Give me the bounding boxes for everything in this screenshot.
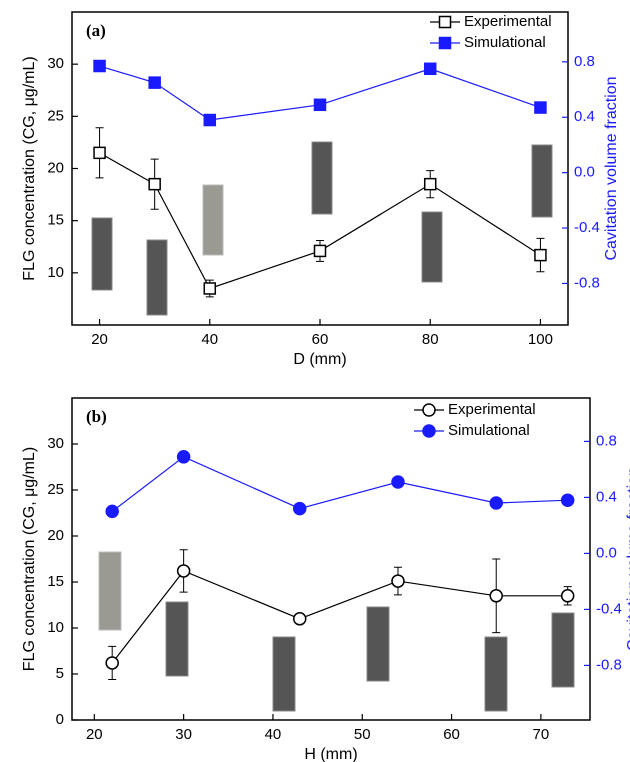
- data-point: [489, 589, 503, 603]
- x-tick-label: 30: [175, 726, 192, 743]
- data-point: [391, 574, 405, 588]
- data-point: [489, 496, 503, 510]
- data-point: [93, 59, 106, 73]
- data-point: [176, 450, 191, 464]
- y-tick-label: 20: [47, 159, 64, 176]
- y-axis-title: FLG concentration (CG, μg/mL): [21, 447, 38, 671]
- y-tick-label: 0: [56, 711, 64, 728]
- data-point: [313, 98, 327, 112]
- vial: [421, 211, 443, 283]
- data-point: [534, 248, 547, 262]
- y2-tick-label: -0.8: [574, 274, 600, 291]
- data-point: [203, 282, 217, 295]
- series-line: [111, 456, 568, 512]
- data-point: [423, 62, 437, 76]
- y2-axis-title: Cavitation volume fraction: [603, 76, 620, 260]
- data-point: [292, 501, 307, 516]
- vial: [311, 141, 333, 215]
- vial: [98, 551, 122, 631]
- y-tick-label: 10: [47, 264, 64, 281]
- data-point: [423, 177, 437, 191]
- vial: [146, 239, 168, 316]
- data-point: [148, 177, 161, 191]
- y-tick-label: 15: [47, 573, 64, 590]
- vial: [91, 217, 113, 291]
- y-axis-title: FLG concentration (CG, μg/mL): [21, 56, 38, 280]
- vial: [531, 144, 553, 218]
- y2-tick-label: 0.4: [596, 488, 617, 505]
- legend-marker: [422, 403, 436, 417]
- data-point: [292, 612, 307, 626]
- x-tick-label: 40: [265, 726, 282, 743]
- vial-photos: [91, 141, 575, 712]
- vial: [484, 636, 508, 712]
- x-axis-title: D (mm): [293, 351, 346, 368]
- x-tick-label: 20: [91, 331, 108, 348]
- y-tick-label: 5: [56, 665, 64, 682]
- y-tick-label: 25: [47, 481, 64, 498]
- plot-frame: [71, 397, 591, 721]
- vial: [366, 606, 390, 682]
- series-line: [111, 570, 568, 664]
- y2-tick-label: 0.4: [574, 108, 595, 125]
- y2-axis-title: Cavitation volume fraction: [625, 467, 630, 651]
- data-point: [560, 493, 575, 507]
- x-tick-label: 60: [443, 726, 460, 743]
- y-tick-label: 30: [47, 435, 64, 452]
- panel-label: (a): [86, 21, 106, 40]
- x-tick-label: 50: [354, 726, 371, 743]
- y2-tick-label: 0.8: [596, 432, 617, 449]
- series-line: [99, 152, 541, 290]
- y-tick-label: 10: [47, 619, 64, 636]
- x-tick-label: 60: [312, 331, 329, 348]
- series-line: [99, 65, 541, 121]
- legend-marker: [438, 15, 452, 29]
- data-point: [391, 475, 405, 489]
- legend-label: Experimental: [464, 13, 552, 30]
- y-tick-label: 15: [47, 212, 64, 229]
- data-point: [176, 564, 191, 578]
- y2-tick-label: -0.4: [574, 219, 600, 236]
- data-point: [560, 589, 575, 603]
- y2-tick-label: -0.4: [596, 600, 622, 617]
- legend-label: Experimental: [448, 401, 536, 418]
- x-axis-title: H (mm): [304, 746, 357, 762]
- data-point: [148, 76, 161, 89]
- legend-marker: [438, 36, 452, 50]
- vial: [165, 601, 189, 677]
- data-point: [105, 656, 119, 670]
- panel-label: (b): [86, 407, 107, 426]
- y2-tick-label: 0.0: [574, 164, 595, 181]
- data-point: [105, 504, 119, 519]
- data-point: [93, 146, 106, 160]
- vial: [551, 612, 575, 688]
- data-point: [203, 113, 217, 127]
- y-tick-label: 20: [47, 527, 64, 544]
- y2-tick-label: -0.8: [596, 656, 622, 673]
- x-tick-label: 20: [86, 726, 103, 743]
- data-point: [534, 101, 547, 114]
- vial: [202, 184, 224, 256]
- x-tick-label: 80: [422, 331, 439, 348]
- legend-label: Simulational: [448, 422, 530, 439]
- x-tick-label: 40: [201, 331, 218, 348]
- legend-marker: [422, 424, 436, 438]
- data-point: [313, 244, 327, 258]
- vial: [272, 636, 296, 712]
- x-tick-label: 70: [533, 726, 550, 743]
- y2-tick-label: 0.8: [574, 53, 595, 70]
- y2-tick-label: 0.0: [596, 544, 617, 561]
- legend-label: Simulational: [464, 34, 546, 51]
- y-tick-label: 30: [47, 55, 64, 72]
- y-tick-label: 25: [47, 107, 64, 124]
- x-tick-label: 100: [528, 331, 553, 348]
